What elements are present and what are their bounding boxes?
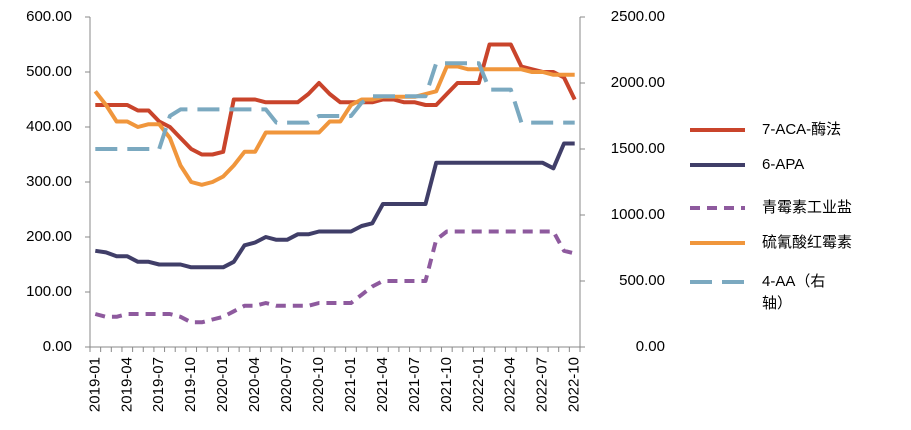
y2-tick-label: 0.00 <box>636 338 665 355</box>
x-tick-label: 2022-07 <box>534 357 551 412</box>
y-tick-label: 200.00 <box>26 228 72 245</box>
y-tick-label: 500.00 <box>26 63 72 80</box>
y-tick-label: 400.00 <box>26 118 72 135</box>
y2-tick-label: 2000.00 <box>611 74 665 91</box>
y2-tick-label: 500.00 <box>619 272 665 289</box>
y2-tick-label: 1500.00 <box>611 140 665 157</box>
x-tick-label: 2019-10 <box>182 357 199 412</box>
x-tick-label: 2019-07 <box>150 357 167 412</box>
y-tick-label: 600.00 <box>26 8 72 25</box>
series-line <box>95 141 575 270</box>
y-tick-label: 0.00 <box>43 338 72 355</box>
x-tick-label: 2022-04 <box>502 357 519 412</box>
x-tick-label: 2021-04 <box>374 357 391 412</box>
x-tick-label: 2021-07 <box>406 357 423 412</box>
y-tick-label: 300.00 <box>26 173 72 190</box>
legend-label: 6-APA <box>762 156 805 173</box>
x-tick-label: 2019-04 <box>118 357 135 412</box>
x-tick-label: 2019-01 <box>86 357 103 412</box>
series-line <box>94 229 576 325</box>
x-tick-label: 2020-04 <box>246 357 263 412</box>
legend-label: 4-AA（右轴） <box>762 273 826 312</box>
x-tick-label: 2022-01 <box>470 357 487 412</box>
x-tick-label: 2022-10 <box>566 357 583 412</box>
x-tick-label: 2021-10 <box>438 357 455 412</box>
x-tick-label: 2020-10 <box>310 357 327 412</box>
legend-label: 硫氰酸红霉素 <box>762 234 853 251</box>
y-tick-label: 100.00 <box>26 283 72 300</box>
x-tick-label: 2020-01 <box>214 357 231 412</box>
x-tick-label: 2020-07 <box>278 357 295 412</box>
series-line <box>95 61 575 151</box>
series-line <box>95 42 577 157</box>
legend-label: 青霉素工业盐 <box>762 199 853 216</box>
y2-tick-label: 1000.00 <box>611 206 665 223</box>
series-line <box>93 64 575 187</box>
legend-label: 7-ACA-酶法 <box>762 121 842 138</box>
x-tick-label: 2021-01 <box>342 357 359 412</box>
y2-tick-label: 2500.00 <box>611 8 665 25</box>
